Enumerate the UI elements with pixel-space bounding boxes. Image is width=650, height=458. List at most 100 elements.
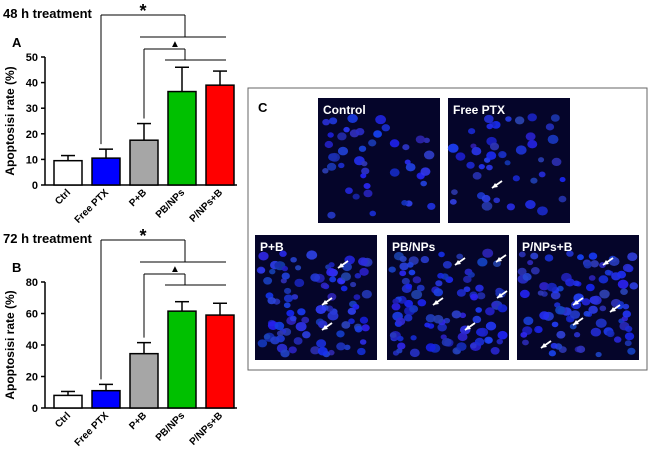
- cell-nucleus: [598, 275, 609, 284]
- cell-nucleus: [433, 314, 444, 324]
- cell-nucleus: [622, 263, 633, 272]
- cell-nucleus: [392, 298, 400, 305]
- y-tick-label: 30: [26, 103, 38, 115]
- cell-nucleus: [359, 339, 367, 345]
- bar: [91, 157, 121, 186]
- cell-nucleus: [624, 332, 635, 341]
- cell-nucleus: [558, 195, 567, 203]
- y-tick-label: 0: [32, 180, 38, 192]
- cell-nucleus: [583, 310, 591, 317]
- cell-nucleus: [463, 286, 471, 293]
- cell-nucleus: [608, 256, 620, 267]
- cell-nucleus: [411, 289, 423, 300]
- cell-nucleus: [515, 145, 527, 155]
- cell-nucleus: [399, 270, 407, 277]
- cell-nucleus: [588, 252, 598, 260]
- cell-nucleus: [545, 123, 555, 131]
- error-bar: [99, 148, 113, 159]
- y-tick-label: 0: [32, 403, 38, 415]
- cell-nucleus: [441, 337, 452, 347]
- cell-nucleus: [427, 202, 436, 210]
- arrow-head: [322, 300, 328, 305]
- cell-nucleus: [283, 294, 294, 303]
- significance-triangle: ▲: [170, 264, 180, 275]
- cell-nucleus: [518, 251, 526, 258]
- cell-nucleus: [361, 167, 370, 175]
- cell-nucleus: [530, 267, 540, 275]
- cell-nucleus: [388, 266, 396, 273]
- cell-nucleus: [519, 289, 530, 299]
- cell-nucleus: [525, 132, 536, 141]
- cell-nucleus: [498, 151, 507, 159]
- x-tick-label: Free PTX: [73, 410, 112, 449]
- cell-nucleus: [295, 265, 302, 271]
- cell-nucleus: [620, 288, 628, 295]
- arrow-head: [541, 343, 547, 348]
- cell-nucleus: [550, 342, 558, 349]
- cell-nucleus: [258, 251, 269, 261]
- x-tick-label: P+B: [127, 410, 149, 432]
- cell-nucleus: [463, 275, 472, 283]
- cell-nucleus: [527, 113, 537, 122]
- cell-nucleus: [320, 282, 329, 289]
- micrograph: P/NPs+B: [517, 235, 639, 360]
- y-tick-label: 20: [26, 129, 38, 141]
- arrow-head: [573, 300, 579, 305]
- image-label: Free PTX: [453, 103, 505, 117]
- cell-nucleus: [425, 314, 436, 323]
- cell-nucleus: [566, 250, 574, 257]
- cell-nucleus: [381, 124, 391, 132]
- cell-nucleus: [288, 346, 297, 354]
- image-label: P+B: [260, 240, 284, 254]
- cell-nucleus: [352, 303, 360, 310]
- cell-nucleus: [583, 261, 592, 269]
- image-label: P/NPs+B: [522, 240, 573, 254]
- cell-nucleus: [451, 310, 462, 319]
- arrow-head: [455, 260, 461, 265]
- cell-nucleus: [551, 157, 562, 167]
- cell-nucleus: [355, 127, 365, 136]
- cell-nucleus: [475, 307, 482, 313]
- cell-nucleus: [402, 144, 410, 151]
- arrow-head: [433, 300, 439, 305]
- cell-nucleus: [595, 351, 602, 358]
- arrow-head: [322, 325, 328, 330]
- arrow-head: [492, 183, 498, 188]
- cell-nucleus: [328, 117, 338, 125]
- cell-nucleus: [397, 335, 404, 342]
- cell-nucleus: [539, 282, 550, 291]
- y-axis-label: Apoptosisi rate (%): [3, 290, 17, 399]
- cell-nucleus: [358, 145, 367, 152]
- cell-nucleus: [409, 305, 419, 313]
- image-label: PB/NPs: [392, 240, 436, 254]
- error-bar: [137, 341, 151, 354]
- cell-nucleus: [551, 321, 559, 328]
- cell-nucleus: [389, 139, 400, 148]
- cell-nucleus: [424, 322, 431, 328]
- cell-nucleus: [328, 262, 335, 268]
- cell-nucleus: [267, 297, 276, 305]
- y-tick-label: 80: [26, 277, 38, 289]
- cell-nucleus: [467, 271, 475, 278]
- cell-nucleus: [530, 177, 538, 184]
- cell-nucleus: [571, 300, 582, 310]
- cell-nucleus: [395, 317, 406, 326]
- cell-nucleus: [340, 272, 351, 281]
- cell-nucleus: [329, 276, 337, 283]
- cell-nucleus: [493, 197, 501, 204]
- cell-nucleus: [497, 330, 508, 340]
- cell-nucleus: [624, 340, 632, 347]
- cell-nucleus: [624, 325, 633, 333]
- cell-nucleus: [359, 316, 369, 324]
- cell-nucleus: [475, 284, 484, 292]
- cell-nucleus: [343, 126, 350, 133]
- cell-nucleus: [359, 267, 369, 276]
- panel-c-frame: [247, 87, 648, 371]
- cell-nucleus: [354, 325, 363, 333]
- cell-nucleus: [375, 114, 387, 125]
- arrow-head: [573, 320, 579, 325]
- micrograph: Control: [318, 98, 440, 223]
- cell-nucleus: [617, 270, 627, 279]
- cell-nucleus: [455, 152, 466, 161]
- cell-nucleus: [327, 211, 336, 219]
